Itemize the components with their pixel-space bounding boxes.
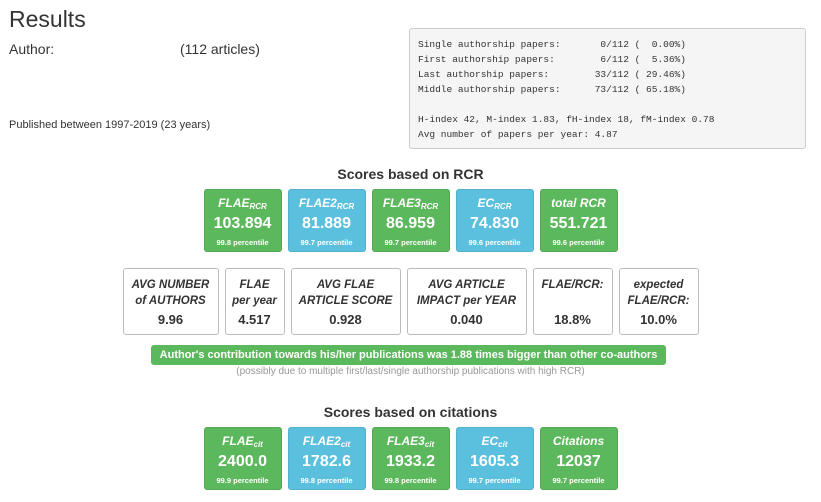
- score-percentile: 99.9 percentile: [216, 476, 269, 485]
- score-value: 74.830: [470, 215, 519, 232]
- score-percentile: 99.8 percentile: [384, 476, 437, 485]
- metric-value: 4.517: [238, 312, 271, 327]
- score-label: ECRCR: [477, 196, 512, 211]
- score-label: Citations: [552, 434, 605, 448]
- metric-value: 0.040: [450, 312, 483, 327]
- metric-label: [534, 293, 612, 309]
- page-title: Results: [9, 6, 86, 32]
- score-value: 1933.2: [386, 453, 435, 470]
- score-value: 103.894: [213, 215, 272, 232]
- metric-box: AVG FLAE ARTICLE SCORE 0.928: [290, 268, 401, 335]
- metric-label: IMPACT per YEAR: [416, 295, 517, 307]
- metric-label: ARTICLE SCORE: [298, 295, 393, 307]
- metric-label: AVG ARTICLE: [428, 279, 505, 291]
- metric-value: 9.96: [157, 312, 184, 327]
- score-label: FLAERCR: [218, 196, 267, 211]
- published-range: Published between 1997-2019 (23 years): [9, 119, 211, 131]
- metric-label: of AUTHORS: [135, 295, 206, 307]
- stats-line: First authorship papers: 6/112 ( 5.36%): [418, 54, 686, 65]
- metric-label: AVG NUMBER: [131, 279, 210, 291]
- score-label: FLAE2RCR: [298, 196, 355, 211]
- score-value: 551.721: [549, 215, 608, 232]
- authorship-stats-box: Single authorship papers: 0/112 ( 0.00%)…: [409, 28, 806, 149]
- score-card-eccit: ECcit 1605.3 99.7 percentile: [455, 427, 534, 490]
- score-value: 1782.6: [302, 453, 351, 470]
- score-label: FLAE2cit: [302, 434, 351, 449]
- score-card-ecrcr: ECRCR 74.830 99.6 percentile: [455, 189, 534, 252]
- score-card-flaecit: FLAEcit 2400.0 99.9 percentile: [203, 427, 282, 490]
- metric-label: FLAE/RCR:: [541, 279, 604, 291]
- metric-row: AVG NUMBER of AUTHORS 9.96 FLAE per year 4.51…: [0, 268, 821, 335]
- author-label: Author:: [9, 41, 55, 57]
- metric-box: AVG NUMBER of AUTHORS 9.96: [122, 268, 219, 335]
- citations-score-row: FLAEcit 2400.0 99.9 percentile FLAE2cit 1782…: [0, 427, 821, 490]
- score-card-total-rcr: total RCR 551.721 99.6 percentile: [539, 189, 618, 252]
- score-percentile: 99.6 percentile: [468, 238, 521, 247]
- score-percentile: 99.7 percentile: [468, 476, 521, 485]
- metric-label: FLAE/RCR:: [627, 295, 690, 307]
- metric-label: per year: [232, 295, 277, 307]
- citations-section-heading: Scores based on citations: [323, 404, 498, 420]
- score-percentile: 99.7 percentile: [552, 476, 605, 485]
- score-card-flae3rcr: FLAE3RCR 86.959 99.7 percentile: [371, 189, 450, 252]
- score-card-citations: Citations 12037 99.7 percentile: [539, 427, 618, 490]
- rcr-score-row: FLAERCR 103.894 99.8 percentile FLAE2RCR 81.…: [0, 189, 821, 252]
- score-label: FLAE3cit: [386, 434, 435, 449]
- score-card-flae2cit: FLAE2cit 1782.6 99.8 percentile: [287, 427, 366, 490]
- metric-value: 0.928: [329, 312, 362, 327]
- score-percentile: 99.7 percentile: [384, 238, 437, 247]
- score-card-flaercr: FLAERCR 103.894 99.8 percentile: [203, 189, 282, 252]
- metric-label: expected: [633, 279, 684, 291]
- metric-box: FLAE per year 4.517: [224, 268, 285, 335]
- score-card-flae2rcr: FLAE2RCR 81.889 99.7 percentile: [287, 189, 366, 252]
- metric-value: 18.8%: [554, 312, 591, 327]
- stats-line: Last authorship papers: 33/112 ( 29.46%): [418, 69, 686, 80]
- metric-box: expected FLAE/RCR: 10.0%: [618, 268, 699, 335]
- contribution-banner: Author's contribution towards his/her pu…: [151, 345, 666, 365]
- stats-line: Middle authorship papers: 73/112 ( 65.18…: [418, 84, 686, 95]
- rcr-section-heading: Scores based on RCR: [337, 166, 484, 182]
- score-percentile: 99.8 percentile: [300, 476, 353, 485]
- metric-box: FLAE/RCR: 18.8%: [532, 268, 613, 335]
- stats-line: Single authorship papers: 0/112 ( 0.00%): [418, 39, 686, 50]
- metric-label: AVG FLAE: [316, 279, 375, 291]
- score-value: 86.959: [386, 215, 435, 232]
- score-card-flae3cit: FLAE3cit 1933.2 99.8 percentile: [371, 427, 450, 490]
- score-label: ECcit: [481, 434, 508, 449]
- score-value: 2400.0: [218, 453, 267, 470]
- metric-label: FLAE: [239, 279, 270, 291]
- score-label: total RCR: [551, 196, 606, 210]
- score-percentile: 99.7 percentile: [300, 238, 353, 247]
- avg-papers-line: Avg number of papers per year: 4.87: [418, 129, 618, 140]
- index-line: H-index 42, M-index 1.83, fH-index 18, f…: [418, 114, 715, 125]
- article-count: (112 articles): [180, 41, 260, 57]
- score-value: 81.889: [302, 215, 351, 232]
- contribution-note: (possibly due to multiple first/last/sin…: [236, 366, 585, 377]
- score-percentile: 99.8 percentile: [216, 238, 269, 247]
- score-label: FLAEcit: [222, 434, 263, 449]
- metric-value: 10.0%: [640, 312, 677, 327]
- score-label: FLAE3RCR: [382, 196, 439, 211]
- score-value: 12037: [556, 453, 601, 470]
- score-value: 1605.3: [470, 453, 519, 470]
- score-percentile: 99.6 percentile: [552, 238, 605, 247]
- metric-box: AVG ARTICLE IMPACT per YEAR 0.040: [406, 268, 527, 335]
